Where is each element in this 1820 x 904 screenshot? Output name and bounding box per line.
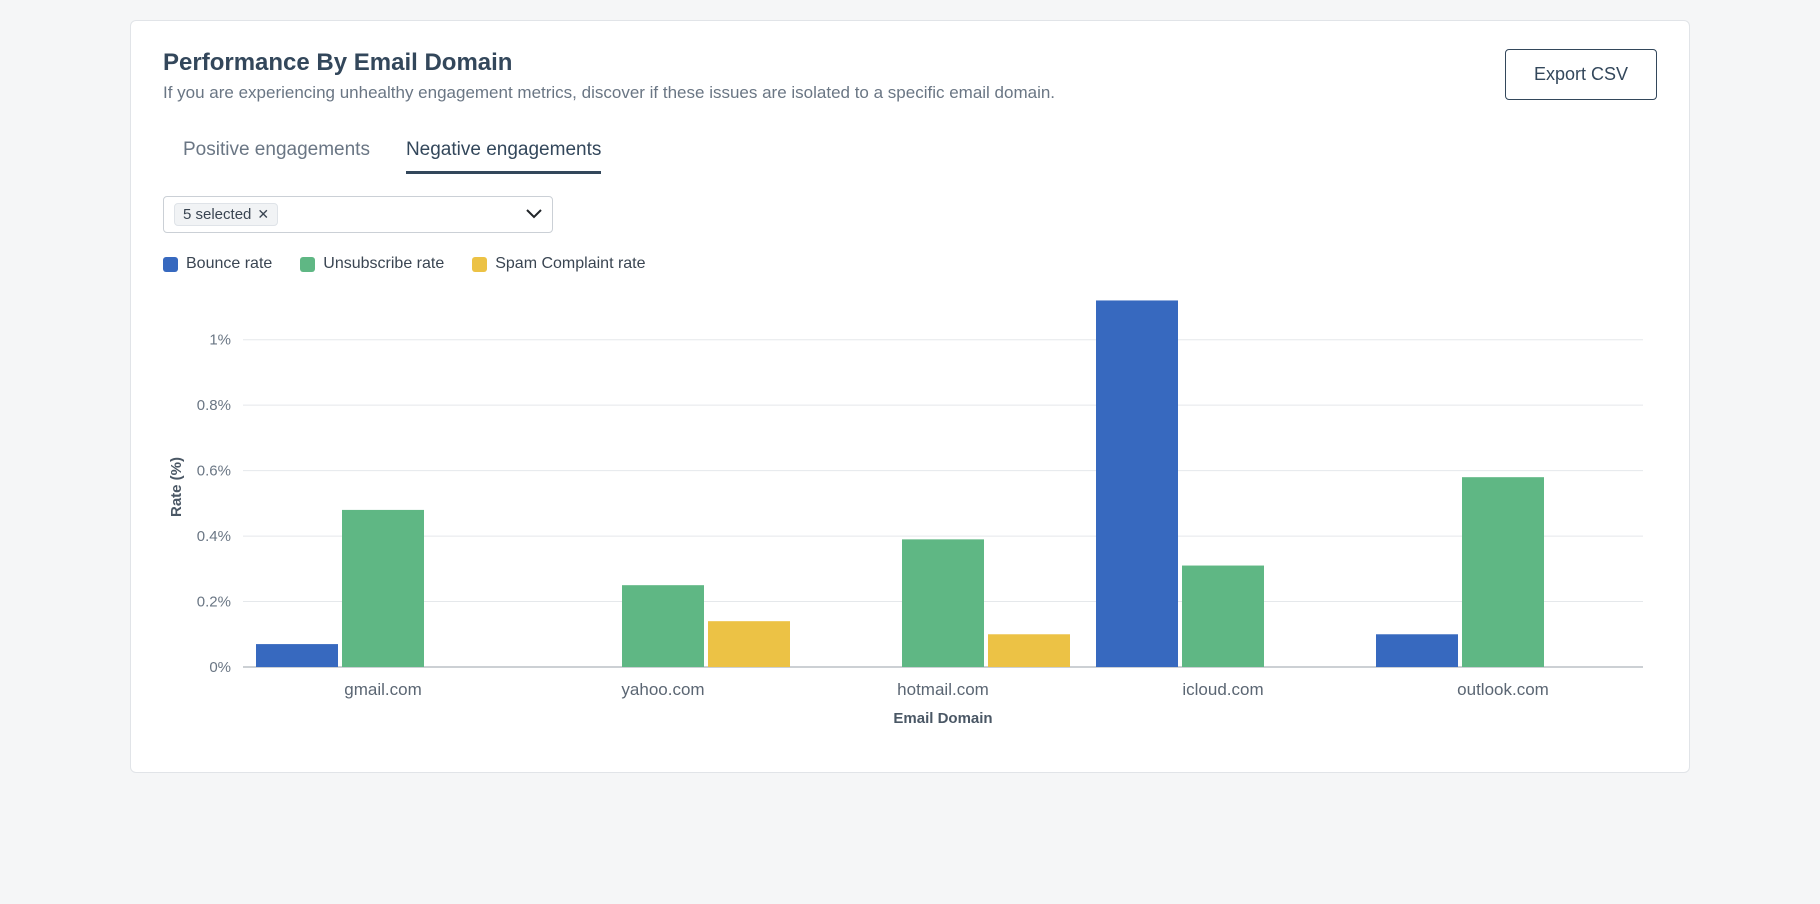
x-tick-label: icloud.com bbox=[1182, 680, 1263, 699]
bar-bounce[interactable] bbox=[1376, 634, 1458, 667]
selected-chip: 5 selected ✕ bbox=[174, 203, 278, 226]
chip-clear-icon[interactable]: ✕ bbox=[257, 206, 269, 223]
legend-item-unsub[interactable]: Unsubscribe rate bbox=[300, 255, 444, 273]
x-tick-label: hotmail.com bbox=[897, 680, 989, 699]
x-axis-label: Email Domain bbox=[893, 710, 992, 727]
bar-unsub[interactable] bbox=[1182, 566, 1264, 667]
export-csv-button[interactable]: Export CSV bbox=[1505, 49, 1657, 100]
x-tick-label: yahoo.com bbox=[621, 680, 704, 699]
swatch-bounce bbox=[163, 257, 178, 272]
chart-container: 0% 0.2% 0.4% 0.6% 0.8% 1% Rate (%) gmail.com yah… bbox=[163, 283, 1657, 748]
bar-spam[interactable] bbox=[708, 621, 790, 667]
card-subtitle: If you are experiencing unhealthy engage… bbox=[163, 83, 1505, 103]
chart-legend: Bounce rate Unsubscribe rate Spam Compla… bbox=[163, 255, 1657, 273]
legend-item-spam[interactable]: Spam Complaint rate bbox=[472, 255, 645, 273]
y-tick-label: 0% bbox=[209, 659, 231, 676]
x-tick-label: outlook.com bbox=[1457, 680, 1549, 699]
header-text: Performance By Email Domain If you are e… bbox=[163, 49, 1505, 103]
swatch-spam bbox=[472, 257, 487, 272]
legend-label-unsub: Unsubscribe rate bbox=[323, 255, 444, 273]
y-tick-label: 0.6% bbox=[197, 463, 231, 480]
chip-label: 5 selected bbox=[183, 206, 251, 223]
y-tick-label: 0.4% bbox=[197, 528, 231, 545]
bar-unsub[interactable] bbox=[902, 539, 984, 667]
header-row: Performance By Email Domain If you are e… bbox=[163, 49, 1657, 103]
y-tick-label: 0.2% bbox=[197, 594, 231, 611]
bar-spam[interactable] bbox=[988, 634, 1070, 667]
engagement-tabs: Positive engagements Negative engagement… bbox=[163, 139, 1657, 174]
y-tick-label: 1% bbox=[209, 332, 231, 349]
grouped-bar-chart: 0% 0.2% 0.4% 0.6% 0.8% 1% Rate (%) gmail.com yah… bbox=[163, 283, 1653, 743]
bar-unsub[interactable] bbox=[1462, 477, 1544, 667]
tab-negative-engagements[interactable]: Negative engagements bbox=[406, 139, 601, 174]
legend-label-spam: Spam Complaint rate bbox=[495, 255, 645, 273]
legend-item-bounce[interactable]: Bounce rate bbox=[163, 255, 272, 273]
swatch-unsub bbox=[300, 257, 315, 272]
x-tick-label: gmail.com bbox=[344, 680, 421, 699]
chevron-down-icon bbox=[526, 206, 542, 224]
card-title: Performance By Email Domain bbox=[163, 49, 1505, 77]
bar-unsub[interactable] bbox=[342, 510, 424, 667]
y-tick-label: 0.8% bbox=[197, 397, 231, 414]
bar-bounce[interactable] bbox=[1096, 300, 1178, 667]
bar-unsub[interactable] bbox=[622, 585, 704, 667]
legend-label-bounce: Bounce rate bbox=[186, 255, 272, 273]
domain-multiselect[interactable]: 5 selected ✕ bbox=[163, 196, 553, 233]
performance-card: Performance By Email Domain If you are e… bbox=[130, 20, 1690, 773]
y-axis-label: Rate (%) bbox=[168, 457, 185, 517]
tab-positive-engagements[interactable]: Positive engagements bbox=[183, 139, 370, 174]
bar-bounce[interactable] bbox=[256, 644, 338, 667]
